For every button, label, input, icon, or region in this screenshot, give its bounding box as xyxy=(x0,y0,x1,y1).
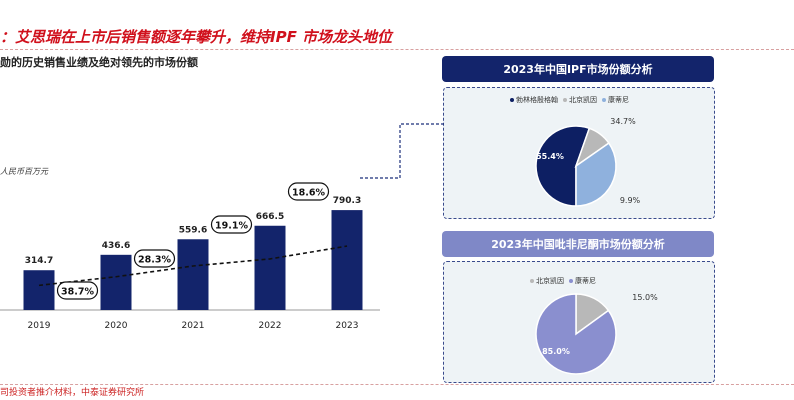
legend-swatch xyxy=(563,98,567,102)
x-tick-label: 2022 xyxy=(259,321,282,331)
legend-swatch xyxy=(530,279,534,283)
pie-slice-label: 55.4% xyxy=(536,152,564,161)
growth-label: 38.7% xyxy=(61,287,94,298)
legend-swatch xyxy=(510,98,514,102)
growth-label: 28.3% xyxy=(138,255,171,266)
pirfenidone-pie-title: 2023年中国吡非尼酮市场份额分析 xyxy=(442,231,714,257)
pie-slice xyxy=(535,293,617,375)
sales-bar-chart: 314.7 2019 436.6 2020 559.6 2021 666.5 2022 790.… xyxy=(0,182,380,331)
bar-value-label: 790.3 xyxy=(333,196,361,206)
pie-slice-label: 34.7% xyxy=(610,117,636,126)
bar-2019 xyxy=(23,270,55,310)
trend-line xyxy=(38,245,348,287)
pie-slice-label: 9.9% xyxy=(620,196,641,205)
ipf-pie-legend: 勃林格殷格翰 北京凯因 康蒂尼 xyxy=(510,95,629,105)
left-chart-title: 勋的历史销售业绩及绝对领先的市场份额 xyxy=(0,56,198,69)
growth-badge xyxy=(133,249,176,268)
growth-label: 18.6% xyxy=(292,188,325,199)
legend-item: 康蒂尼 xyxy=(569,276,596,286)
unit-label: 人民币百万元 xyxy=(0,167,48,176)
ipf-pie-title: 2023年中国IPF市场份额分析 xyxy=(442,56,714,82)
legend-label: 康蒂尼 xyxy=(575,277,596,285)
growth-badge xyxy=(287,182,330,201)
bar-value-label: 666.5 xyxy=(256,212,284,222)
legend-item: 北京凯因 xyxy=(530,276,564,286)
x-tick-label: 2021 xyxy=(182,321,205,331)
x-tick-label: 2023 xyxy=(336,321,359,331)
pirfenidone-pie-legend: 北京凯因 康蒂尼 xyxy=(530,276,596,286)
legend-item: 北京凯因 xyxy=(563,95,597,105)
growth-badge xyxy=(56,281,99,300)
growth-label: 19.1% xyxy=(215,221,248,232)
bar-value-label: 314.7 xyxy=(25,256,53,266)
legend-item: 勃林格殷格翰 xyxy=(510,95,558,105)
legend-label: 北京凯因 xyxy=(569,96,597,104)
connector-line xyxy=(360,123,444,179)
ipf-pie-chart: 55.4% 9.9% 34.7% xyxy=(535,117,641,207)
bar-2022 xyxy=(254,225,286,310)
bar-value-label: 559.6 xyxy=(179,225,207,235)
x-tick-label: 2020 xyxy=(105,321,128,331)
divider-top xyxy=(0,49,794,50)
source-footer: 司投资者推介材料，中泰证券研究所 xyxy=(0,388,145,398)
bar-value-label: 436.6 xyxy=(102,241,130,251)
pirfenidone-pie-chart: 15.0% 85.0% xyxy=(535,293,658,375)
legend-label: 康蒂尼 xyxy=(608,96,629,104)
headline: ：艾思瑞在上市后销售额逐年攀升，维持IPF 市场龙头地位 xyxy=(0,28,393,46)
divider-bottom xyxy=(0,384,794,385)
pie-slice-label: 85.0% xyxy=(542,347,570,356)
bar-2021 xyxy=(177,239,209,310)
legend-item: 康蒂尼 xyxy=(602,95,629,105)
legend-label: 勃林格殷格翰 xyxy=(516,96,558,104)
growth-badge xyxy=(210,215,253,234)
bar-2020 xyxy=(100,254,132,310)
bar-2023 xyxy=(331,210,363,310)
legend-swatch xyxy=(602,98,606,102)
legend-swatch xyxy=(569,279,573,283)
pie-slice xyxy=(575,142,617,207)
x-tick-label: 2019 xyxy=(28,321,51,331)
pie-slice-label: 15.0% xyxy=(632,293,658,302)
legend-label: 北京凯因 xyxy=(536,277,564,285)
